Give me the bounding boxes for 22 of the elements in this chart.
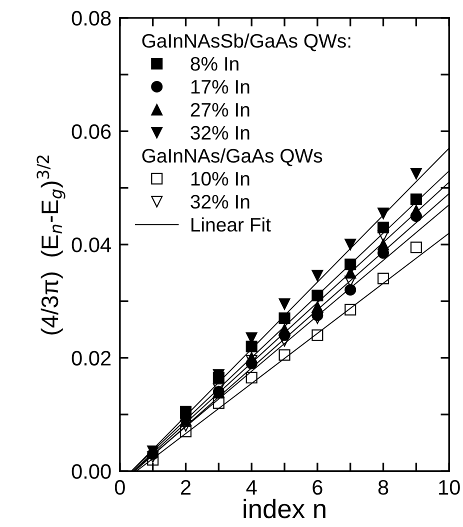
legend-label: 17% In bbox=[191, 80, 250, 94]
legend-label: 32% In bbox=[190, 194, 250, 209]
y-tick-label: 0.02 bbox=[72, 350, 111, 366]
legend-label: 8% In bbox=[190, 56, 238, 71]
x-axis-title: index n bbox=[244, 498, 326, 518]
legend-label: Linear Fit bbox=[192, 217, 271, 232]
y-tick-label: 0.00 bbox=[72, 464, 111, 479]
x-tick-label: 0 bbox=[114, 480, 125, 495]
y-tick-label: 0.04 bbox=[72, 238, 111, 252]
legend-label: 10% In bbox=[191, 172, 250, 186]
legend-label: 32% In bbox=[190, 126, 250, 140]
x-tick-label: 6 bbox=[312, 480, 322, 495]
y-axis-title: (4/3π) (E$_{n}$-E$_{g}$)$^{3/2}$ bbox=[36, 156, 66, 334]
y-tick-label: 0.06 bbox=[72, 124, 111, 139]
x-tick-label: 4 bbox=[246, 480, 257, 495]
annotation: GaInNAs/GaAs QWs bbox=[142, 148, 322, 166]
annotation: GaInNAsSb/GaAs QWs: bbox=[142, 33, 350, 52]
x-tick-label: 8 bbox=[378, 480, 388, 495]
x-tick-label: 10 bbox=[439, 480, 460, 495]
y-tick-label: 0.08 bbox=[72, 10, 111, 26]
x-tick-label: 2 bbox=[181, 480, 191, 495]
legend-label: 27% In bbox=[190, 102, 250, 117]
